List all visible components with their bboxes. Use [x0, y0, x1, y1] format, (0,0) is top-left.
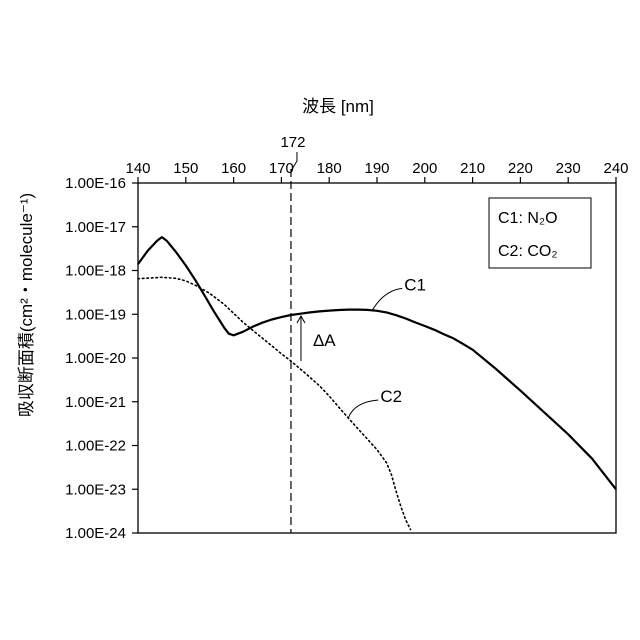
y-tick-label: 1.00E-18 [65, 263, 126, 280]
delta-a-label: ΔA [313, 331, 336, 350]
x-tick-label: 140 [125, 160, 150, 177]
c1-label: C1 [404, 275, 426, 294]
series-c1-line [137, 236, 617, 490]
x-tick-label: 200 [412, 160, 437, 177]
y-tick-label: 1.00E-21 [65, 394, 126, 411]
legend-entry-c2: C2: CO₂ [498, 243, 558, 260]
y-tick-label: 1.00E-22 [65, 438, 126, 455]
x-tick-label: 210 [460, 160, 485, 177]
marker-172-label: 172 [280, 134, 305, 151]
x-tick-label: 170 [269, 160, 294, 177]
x-axis-title: 波長 [nm] [302, 97, 374, 116]
c1-leader [371, 287, 403, 311]
c2-leader [347, 399, 379, 419]
ticks-layer: 140 150 160 170 180 190 200 210 220 230 240 1.00E-1… [65, 160, 628, 542]
c2-label: C2 [380, 387, 402, 406]
y-axis-title: 吸収断面積(cm²・molecule⁻¹) [17, 193, 36, 417]
legend-entry-c1: C1: N₂O [498, 210, 558, 227]
marker-172-leader [290, 152, 298, 172]
series-layer [137, 236, 617, 531]
y-tick-label: 1.00E-20 [65, 350, 126, 367]
x-tick-label: 190 [364, 160, 389, 177]
x-tick-label: 220 [508, 160, 533, 177]
y-tick-label: 1.00E-23 [65, 481, 126, 498]
x-tick-label: 150 [173, 160, 198, 177]
x-tick-label: 240 [603, 160, 628, 177]
plot-frame [137, 182, 617, 534]
y-tick-label: 1.00E-16 [65, 175, 126, 192]
x-tick-label: 160 [221, 160, 246, 177]
y-tick-label: 1.00E-17 [65, 219, 126, 236]
series-c2-line [137, 276, 412, 531]
x-tick-label: 230 [556, 160, 581, 177]
y-tick-label: 1.00E-19 [65, 306, 126, 323]
y-tick-label: 1.00E-24 [65, 525, 126, 542]
legend-box [488, 197, 592, 269]
legend: C1: N₂O C2: CO₂ [488, 197, 592, 269]
x-tick-label: 180 [317, 160, 342, 177]
delta-a-arrowhead [296, 315, 306, 324]
